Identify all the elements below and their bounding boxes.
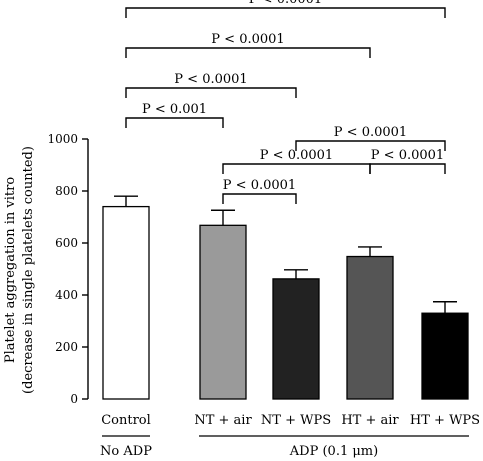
bar <box>421 312 469 400</box>
significance-bracket <box>369 163 446 174</box>
y-axis-title-line2: (decrease in single platelets counted) <box>21 146 36 394</box>
y-tick-label: 1000 <box>47 132 78 146</box>
axes: 0 200 400 600 800 1000 <box>47 132 89 406</box>
significance-bracket <box>125 117 224 128</box>
y-tick-label: 200 <box>55 340 78 354</box>
y-axis-title: Platelet aggregation in vitro (decrease … <box>3 146 36 394</box>
y-tick-label: 800 <box>55 184 78 198</box>
category-label: NT + air <box>194 413 252 428</box>
group-label: ADP (0.1 μm) <box>289 444 378 459</box>
category-label: Control <box>101 413 151 428</box>
y-tick-label: 600 <box>55 236 78 250</box>
error-bars <box>114 195 457 314</box>
group-label: No ADP <box>100 444 152 459</box>
y-tick-label: 400 <box>55 288 78 302</box>
bar <box>199 224 247 400</box>
bar <box>272 278 320 400</box>
significance-bracket <box>222 163 371 174</box>
significance-label: P < 0.0001 <box>249 0 322 7</box>
y-axis-title-line1: Platelet aggregation in vitro <box>3 177 18 363</box>
category-label: HT + air <box>341 413 399 428</box>
bar <box>102 205 150 400</box>
significance-bracket <box>222 193 297 204</box>
significance-label: P < 0.0001 <box>174 72 247 87</box>
significance-label: P < 0.0001 <box>223 178 296 193</box>
significance-label: P < 0.0001 <box>211 32 284 47</box>
significance-label: P < 0.0001 <box>371 148 444 163</box>
bars <box>102 205 469 400</box>
significance-label: P < 0.0001 <box>260 148 333 163</box>
bar <box>346 255 394 400</box>
significance-label: P < 0.001 <box>142 102 207 117</box>
significance-bracket <box>125 47 371 58</box>
category-label: NT + WPS <box>261 413 331 428</box>
significance-bracket <box>295 140 446 151</box>
significance-label: P < 0.0001 <box>334 125 407 140</box>
category-labels: Control NT + air NT + WPS HT + air HT + WPS N… <box>100 413 480 459</box>
significance-bracket <box>125 7 446 18</box>
category-label: HT + WPS <box>410 413 480 428</box>
significance-bracket <box>125 87 297 98</box>
y-tick-label: 0 <box>70 392 78 406</box>
